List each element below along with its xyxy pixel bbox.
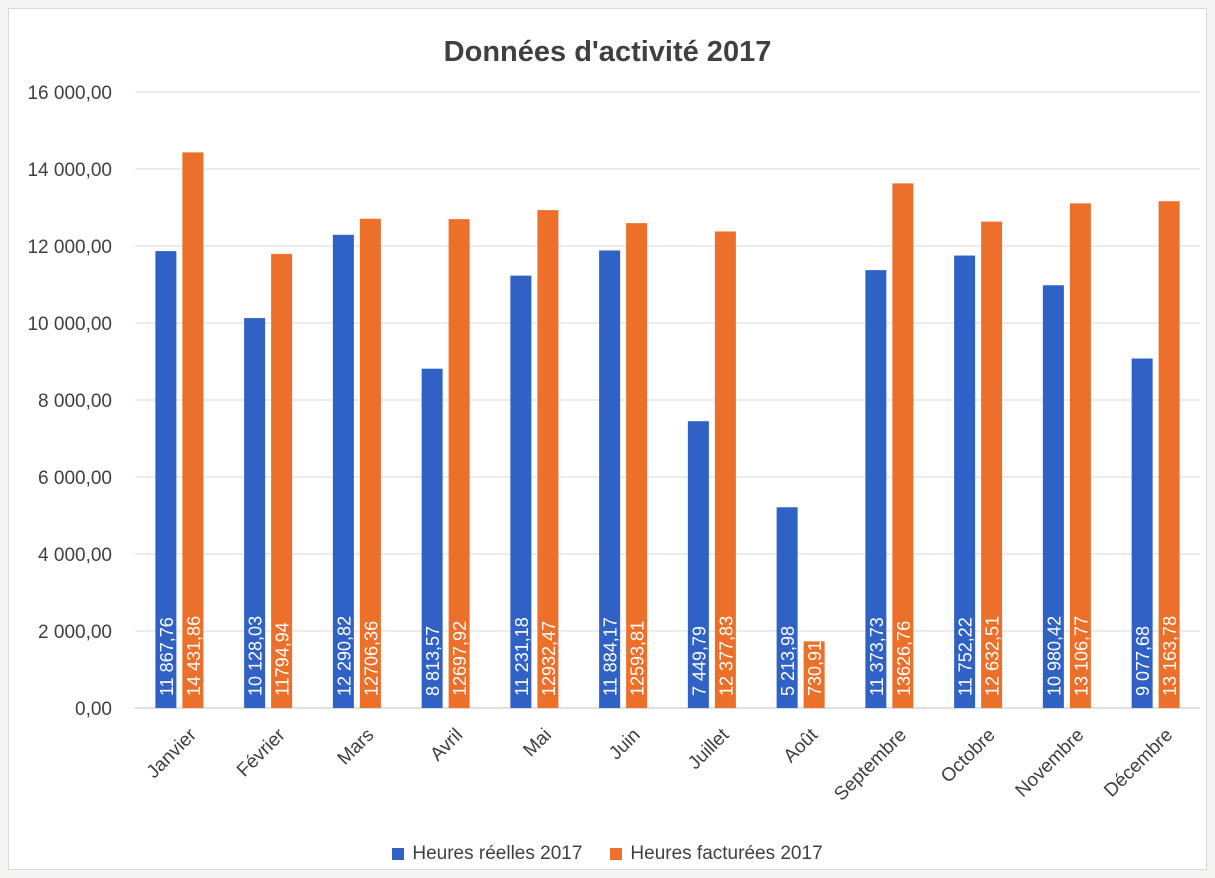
x-tick-label: Novembre bbox=[1012, 725, 1089, 802]
bar-heures-reelles bbox=[776, 507, 798, 708]
data-label: 12932,47 bbox=[539, 621, 559, 696]
data-label: 12 290,82 bbox=[334, 616, 354, 696]
x-tick-label: Octobre bbox=[937, 725, 1000, 788]
bar-heures-facturees bbox=[359, 218, 381, 708]
bar-heures-reelles bbox=[155, 251, 177, 708]
x-tick-label: Décembre bbox=[1100, 725, 1177, 802]
legend-label: Heures réelles 2017 bbox=[412, 843, 583, 864]
legend-item-heures-reelles: Heures réelles 2017 bbox=[392, 843, 582, 865]
legend-swatch-blue bbox=[392, 848, 405, 860]
data-label: 12 377,83 bbox=[716, 616, 736, 696]
x-tick-label: Janvier bbox=[143, 724, 202, 783]
data-label: 13626,76 bbox=[894, 621, 914, 696]
data-label: 10 128,03 bbox=[246, 616, 266, 696]
bar-heures-reelles bbox=[510, 275, 532, 708]
bar-heures-reelles bbox=[421, 368, 443, 708]
y-tick-label: 12 000,00 bbox=[27, 237, 112, 258]
data-label: 10 980,42 bbox=[1044, 616, 1064, 696]
data-label: 11 231,18 bbox=[512, 617, 532, 696]
bar-heures-reelles bbox=[865, 270, 887, 708]
x-tick-label: Juillet bbox=[684, 724, 734, 774]
data-label: 5 213,98 bbox=[778, 626, 798, 696]
data-label: 11794,94 bbox=[273, 622, 293, 696]
legend-swatch-orange bbox=[610, 848, 623, 860]
data-label: 8 813,57 bbox=[423, 626, 443, 696]
y-tick-label: 4 000,00 bbox=[38, 545, 112, 566]
data-label: 11 373,73 bbox=[867, 617, 887, 696]
x-tick-label: Août bbox=[780, 724, 823, 767]
bar-heures-facturees bbox=[182, 152, 204, 708]
data-label: 730,91 bbox=[805, 641, 825, 696]
bar-heures-reelles bbox=[1131, 358, 1153, 708]
bar-heures-facturees bbox=[537, 210, 559, 708]
data-label: 14 431,86 bbox=[184, 616, 204, 696]
x-tick-label: Avril bbox=[426, 725, 467, 766]
data-label: 12706,36 bbox=[361, 621, 381, 696]
data-label: 11 867,76 bbox=[157, 617, 177, 696]
data-label: 12 632,51 bbox=[983, 616, 1003, 696]
bar-heures-reelles bbox=[244, 318, 266, 708]
y-tick-label: 8 000,00 bbox=[38, 391, 112, 412]
data-label: 13 163,78 bbox=[1160, 616, 1180, 696]
bar-heures-facturees bbox=[626, 223, 648, 709]
legend: Heures réelles 2017 Heures facturées 201… bbox=[0, 843, 1215, 865]
data-label: 12593,81 bbox=[628, 621, 648, 696]
bar-heures-reelles bbox=[954, 255, 976, 708]
legend-item-heures-facturees: Heures facturées 2017 bbox=[610, 843, 823, 865]
y-tick-label: 2 000,00 bbox=[38, 622, 112, 643]
bar-heures-facturees bbox=[714, 231, 736, 708]
bar-heures-facturees bbox=[803, 641, 825, 708]
x-tick-label: Juin bbox=[605, 725, 644, 764]
bar-heures-facturees bbox=[981, 221, 1003, 708]
bar-heures-reelles bbox=[332, 234, 354, 708]
x-tick-label: Mars bbox=[334, 725, 379, 770]
bar-heures-reelles bbox=[687, 421, 709, 708]
data-label: 7 449,79 bbox=[689, 626, 709, 696]
legend-label: Heures facturées 2017 bbox=[630, 843, 823, 864]
bar-heures-facturees bbox=[892, 183, 914, 708]
bar-heures-reelles bbox=[1042, 285, 1064, 708]
y-tick-label: 6 000,00 bbox=[38, 468, 112, 489]
data-label: 11 752,22 bbox=[956, 617, 976, 696]
y-tick-label: 10 000,00 bbox=[27, 314, 112, 335]
y-tick-label: 14 000,00 bbox=[27, 160, 112, 181]
y-tick-label: 0,00 bbox=[75, 699, 112, 720]
bar-heures-reelles bbox=[599, 250, 621, 708]
y-tick-label: 16 000,00 bbox=[27, 83, 112, 104]
x-tick-label: Février bbox=[233, 724, 290, 781]
data-label: 9 077,68 bbox=[1133, 626, 1153, 696]
bar-heures-facturees bbox=[1158, 201, 1180, 709]
data-label: 13 106,77 bbox=[1071, 616, 1091, 696]
bar-heures-facturees bbox=[448, 219, 470, 709]
data-label: 12697,92 bbox=[450, 621, 470, 696]
x-tick-label: Mai bbox=[519, 725, 556, 762]
x-tick-label: Septembre bbox=[830, 725, 911, 806]
data-label: 11 884,17 bbox=[601, 617, 621, 696]
chart-title: Données d'activité 2017 bbox=[443, 36, 772, 68]
bar-heures-facturees bbox=[1069, 203, 1091, 709]
bar-heures-facturees bbox=[271, 253, 293, 708]
